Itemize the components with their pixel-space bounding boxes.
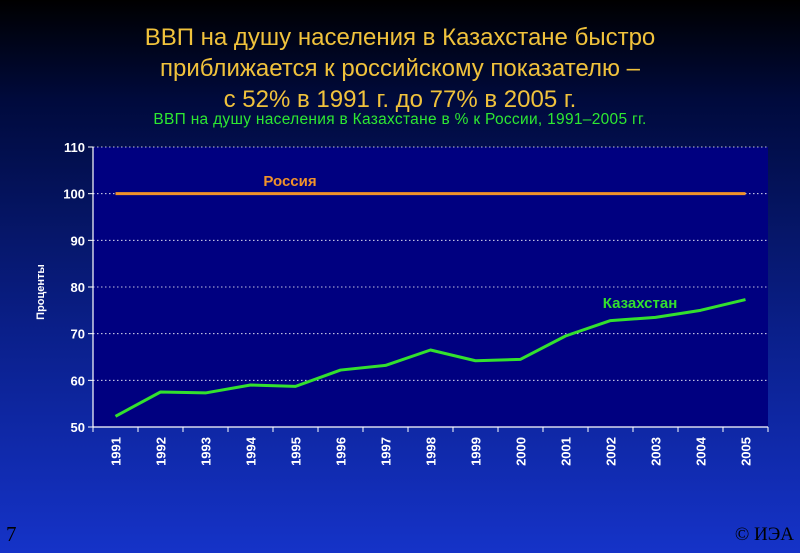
x-tick-label: 1991 xyxy=(109,437,124,466)
x-tick-label: 2000 xyxy=(514,437,529,466)
x-tick-label: 1992 xyxy=(154,437,169,466)
x-tick-label: 1997 xyxy=(379,437,394,466)
slide-title-line-2: приближается к российскому показателю – xyxy=(160,55,640,82)
copyright-notice: © ИЭА xyxy=(734,524,794,545)
x-tick-label: 1993 xyxy=(199,437,214,466)
slide-title-line-1: ВВП на душу населения в Казахстане быстр… xyxy=(144,24,656,51)
chart-title: ВВП на душу населения в Казахстане в % к… xyxy=(153,111,647,128)
x-tick-label: 2002 xyxy=(604,437,619,466)
slide-title: ВВП на душу населения в Казахстане быстр… xyxy=(0,22,800,115)
y-tick-label: 90 xyxy=(71,233,85,248)
y-tick-label: 80 xyxy=(71,280,85,295)
series-label-russia: Россия xyxy=(263,173,316,190)
y-tick-label: 110 xyxy=(64,140,85,155)
y-tick-label: 60 xyxy=(71,373,85,388)
slide-title-line-3: с 52% в 1991 г. до 77% в 2005 г. xyxy=(223,86,577,113)
y-axis-label: Проценты xyxy=(35,264,47,320)
y-tick-label: 100 xyxy=(63,187,85,202)
y-tick-label: 70 xyxy=(71,327,85,342)
y-tick-label: 50 xyxy=(71,420,85,435)
series-label-kazakhstan: Казахстан xyxy=(603,295,678,312)
x-tick-label: 2001 xyxy=(559,437,574,466)
x-tick-label: 2003 xyxy=(649,437,664,466)
x-tick-label: 1994 xyxy=(244,436,259,466)
x-tick-label: 1995 xyxy=(289,437,304,466)
x-tick-label: 2004 xyxy=(694,436,709,466)
page-number: 7 xyxy=(6,522,17,546)
x-tick-label: 1998 xyxy=(424,437,439,466)
series-line-kazakhstan xyxy=(114,298,746,418)
x-tick-label: 1996 xyxy=(334,437,349,466)
x-tick-label: 2005 xyxy=(739,437,754,466)
x-tick-label: 1999 xyxy=(469,437,484,466)
